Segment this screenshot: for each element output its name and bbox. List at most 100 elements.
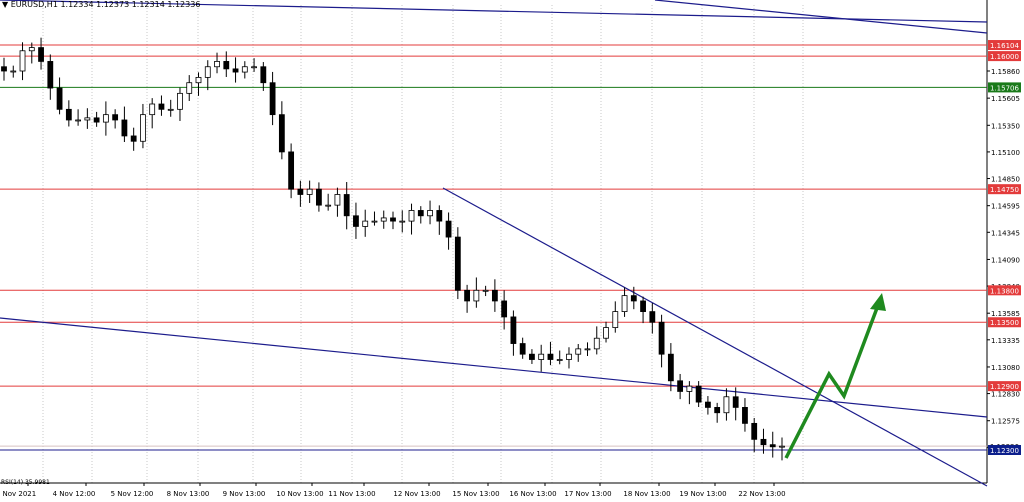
candle-bear [751, 422, 758, 440]
candle-bear [47, 61, 54, 89]
projection-path [784, 299, 882, 459]
candle-bull [408, 210, 415, 222]
price-label-box [988, 51, 1021, 62]
candle-bull [556, 359, 563, 361]
candle-bull [612, 311, 619, 328]
candle-bear [760, 438, 767, 446]
candle-bull [380, 217, 387, 222]
candle-bull [186, 82, 193, 94]
candle-bear [56, 87, 63, 110]
price-tick-label: 1.14850 [991, 176, 1020, 184]
candle-bear [529, 353, 535, 360]
candle-bear [390, 217, 396, 222]
time-tick-label: 18 Nov 13:00 [623, 490, 670, 498]
candle-bear [649, 311, 656, 323]
price-tick-label: 1.13585 [991, 310, 1020, 318]
time-tick-label: 4 Nov 12:00 [53, 490, 96, 498]
candle-bear [640, 300, 646, 313]
trendline-top-1 [0, 0, 988, 23]
candle-bull [306, 188, 313, 195]
level-price-labels: 1.16104 1.16000 1.15706 1.14750 1.13800 1.135… [988, 40, 1021, 455]
candle-bull [84, 117, 91, 121]
time-tick-label: 19 Nov 13:00 [679, 490, 726, 498]
price-label-text: 1.16104 [990, 42, 1019, 50]
candle-bull [473, 289, 480, 302]
candle-bear [464, 289, 470, 302]
price-tick-label: 1.14090 [991, 256, 1020, 264]
candle-bull [723, 396, 730, 414]
candle-bull [167, 108, 174, 111]
indicator-label: RSI(14) 35.9981 [1, 479, 50, 486]
horizontal-levels [0, 44, 987, 451]
candle-bear [436, 210, 443, 222]
time-axis: 3 Nov 2021 4 Nov 12:00 5 Nov 12:00 8 Nov 13… [0, 483, 786, 498]
trendline-falling-resistance [442, 187, 988, 487]
projection-arrowhead [870, 293, 886, 311]
candle-bull [241, 66, 248, 73]
candle-bull [482, 289, 489, 292]
projection-arrow [784, 293, 886, 459]
candle-bull [10, 70, 17, 73]
candle-bear [65, 108, 72, 121]
candle-bear [547, 353, 554, 360]
candle-bear [705, 401, 711, 408]
price-label-text: 1.14750 [990, 186, 1019, 194]
symbol-header: ▼ EURUSD,H1 1.12334 1.12373 1.12314 1.12… [2, 0, 201, 9]
candle-bear [353, 215, 359, 227]
price-axis: 1.15860 1.15605 1.15350 1.15100 1.14850 1.145… [987, 68, 1020, 452]
candle-bull [362, 220, 369, 227]
candle-bear [158, 103, 165, 110]
candle-bear [677, 380, 684, 392]
price-tick-label: 1.12575 [991, 418, 1020, 426]
price-label-box [988, 317, 1021, 328]
candle-bear [630, 295, 637, 302]
candle-bull [204, 66, 211, 78]
time-tick-label: 5 Nov 12:00 [111, 490, 154, 498]
time-tick-label: 10 Nov 13:00 [276, 490, 323, 498]
time-tick-label: 3 Nov 2021 [0, 490, 36, 498]
price-label-text: 1.15706 [990, 84, 1019, 92]
time-tick-label: 15 Nov 13:00 [452, 490, 499, 498]
price-label-text: 1.12900 [990, 383, 1019, 391]
candle-bear [501, 300, 508, 318]
candle-bull [28, 47, 35, 52]
candle-bear [343, 194, 350, 217]
time-tick-label: 16 Nov 13:00 [509, 490, 556, 498]
candle-bear [278, 114, 285, 153]
candle-bear [130, 135, 137, 142]
candle-bull [427, 210, 433, 217]
candle-bear [112, 114, 119, 121]
price-tick-label: 1.14345 [991, 229, 1020, 237]
trendline-long-support [0, 317, 988, 418]
candle-bear [297, 188, 304, 195]
candle-bull [686, 385, 693, 392]
candle-bear [232, 68, 239, 73]
price-label-box [988, 82, 1021, 93]
candle-bear [223, 61, 230, 70]
candle-bear [658, 321, 665, 355]
candle-bull [102, 114, 109, 123]
candle-bear [454, 236, 461, 291]
candle-bear [1, 66, 7, 72]
price-tick-label: 1.15100 [991, 149, 1020, 157]
price-tick-label: 1.15860 [991, 68, 1020, 76]
candle-bull [371, 220, 378, 223]
candle-bull [177, 92, 183, 110]
candle-bear [695, 385, 702, 403]
time-tick-label: 11 Nov 13:00 [328, 490, 375, 498]
candle-bull [566, 353, 572, 360]
candle-bull [575, 348, 582, 355]
candle-bear [288, 151, 295, 190]
price-tick-label: 1.14595 [991, 203, 1020, 211]
candle-bull [538, 353, 545, 360]
price-label-text: 1.13800 [990, 287, 1019, 295]
candle-bear [769, 444, 776, 448]
time-tick-label: 8 Nov 13:00 [167, 490, 210, 498]
candle-bull [75, 119, 81, 122]
price-label-box [988, 285, 1021, 296]
price-tick-label: 1.15350 [991, 122, 1020, 130]
candle-bear [316, 188, 322, 206]
candle-bull [621, 295, 628, 313]
